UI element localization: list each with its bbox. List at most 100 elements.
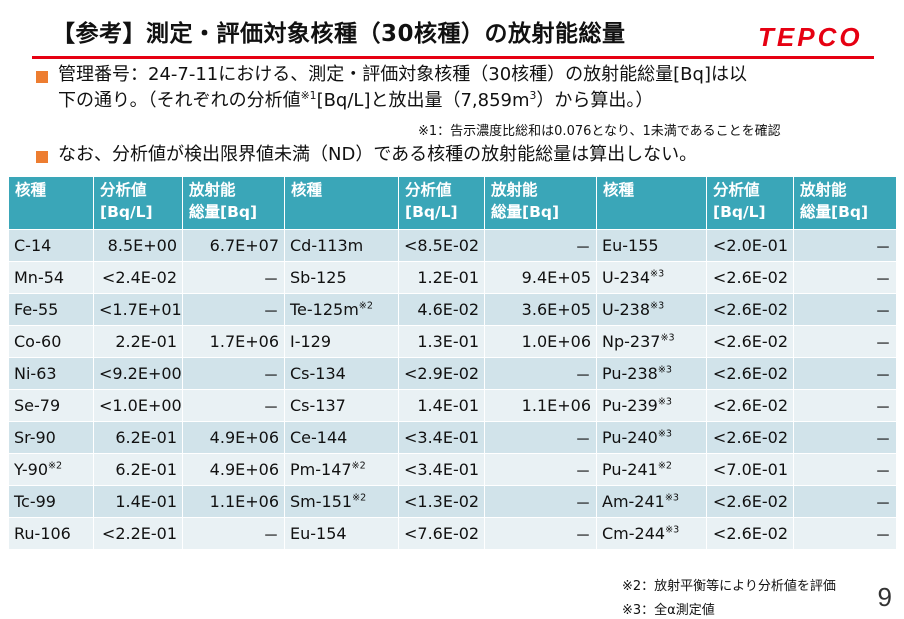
- title-divider: [32, 56, 874, 59]
- footnote-ref: ※3: [664, 492, 679, 504]
- nuclide-name-cell: Pu-241※2: [596, 453, 707, 486]
- nuclide-name: U-234: [602, 268, 651, 287]
- analysis-value-cell: <2.4E-02: [93, 261, 183, 294]
- nuclide-name-cell: Eu-155: [596, 229, 707, 262]
- table-row: Y-90※2 6.2E-01 4.9E+06 Pm-147※2 <3.4E-01 － Pu-…: [8, 453, 897, 486]
- analysis-value-cell: 1.4E-01: [93, 485, 183, 518]
- total-activity-cell: －: [182, 293, 285, 326]
- nuclide-name-cell: Te-125m※2: [284, 293, 399, 326]
- total-activity-cell: －: [484, 485, 597, 518]
- table-header-row: 核種 分析値 [Bq/L] 放射能 総量[Bq] 核種 分析値 [Bq/L] 放射能 総量…: [8, 176, 897, 230]
- total-activity-cell: 9.4E+05: [484, 261, 597, 294]
- nuclide-name: Cs-137: [290, 396, 346, 415]
- column-header: 放射能 総量[Bq]: [484, 176, 597, 230]
- footnote-ref: ※3: [657, 364, 672, 376]
- table-row: Mn-54 <2.4E-02 － Sb-125 1.2E-01 9.4E+05 U-234※…: [8, 261, 897, 294]
- nuclide-name: Pu-238: [602, 364, 658, 383]
- column-header: 核種: [284, 176, 399, 230]
- analysis-value-cell: <2.0E-01: [706, 229, 794, 262]
- nuclide-name: Ce-144: [290, 428, 348, 447]
- nuclide-name-cell: Ru-106: [8, 517, 94, 550]
- nuclide-name: Sm-151: [290, 492, 353, 511]
- analysis-value-cell: <1.3E-02: [398, 485, 485, 518]
- table-row: Fe-55 <1.7E+01 － Te-125m※2 4.6E-02 3.6E+05 U-2…: [8, 293, 897, 326]
- nuclide-name-cell: Cm-244※3: [596, 517, 707, 550]
- nuclide-name-cell: Ce-144: [284, 421, 399, 454]
- analysis-value-cell: <7.6E-02: [398, 517, 485, 550]
- analysis-value-cell: <2.6E-02: [706, 261, 794, 294]
- analysis-value-cell: <1.7E+01: [93, 293, 183, 326]
- table-row: Ru-106 <2.2E-01 － Eu-154 <7.6E-02 － Cm-244※3 <2…: [8, 517, 897, 550]
- nuclide-name-cell: C-14: [8, 229, 94, 262]
- total-activity-cell: 1.1E+06: [484, 389, 597, 422]
- column-header: 核種: [596, 176, 707, 230]
- nuclide-name-cell: I-129: [284, 325, 399, 358]
- analysis-value-cell: <2.6E-02: [706, 293, 794, 326]
- analysis-value-cell: 8.5E+00: [93, 229, 183, 262]
- bullet-marker: [36, 151, 48, 163]
- bullet-paragraph-1: 管理番号：24-7-11における、測定・評価対象核種（30核種）の放射能総量[B…: [58, 62, 880, 114]
- nuclide-name-cell: Pm-147※2: [284, 453, 399, 486]
- nuclide-name: Y-90: [14, 460, 49, 479]
- page-number: 9: [877, 582, 892, 612]
- nuclide-name-cell: Co-60: [8, 325, 94, 358]
- nuclide-name-cell: Sb-125: [284, 261, 399, 294]
- footnote-ref: ※2: [358, 300, 373, 312]
- nuclide-name-cell: Sm-151※2: [284, 485, 399, 518]
- footnote-ref: ※3: [657, 428, 672, 440]
- analysis-value-cell: <2.6E-02: [706, 517, 794, 550]
- column-header: 放射能 総量[Bq]: [182, 176, 285, 230]
- nuclide-name-cell: Fe-55: [8, 293, 94, 326]
- nuclide-name: Eu-155: [602, 236, 659, 255]
- nuclide-name: Sr-90: [14, 428, 56, 447]
- analysis-value-cell: 6.2E-01: [93, 421, 183, 454]
- nuclide-name-cell: Np-237※3: [596, 325, 707, 358]
- total-activity-cell: －: [793, 389, 897, 422]
- analysis-value-cell: <2.9E-02: [398, 357, 485, 390]
- nuclide-name-cell: U-238※3: [596, 293, 707, 326]
- analysis-value-cell: <3.4E-01: [398, 421, 485, 454]
- bullet-1-line2b: [Bq/L]と放出量（7,859m: [316, 90, 530, 111]
- total-activity-cell: 4.9E+06: [182, 421, 285, 454]
- total-activity-cell: －: [793, 421, 897, 454]
- nuclide-name: I-129: [290, 332, 332, 351]
- total-activity-cell: －: [793, 229, 897, 262]
- nuclide-name: Sb-125: [290, 268, 347, 287]
- analysis-value-cell: <2.6E-02: [706, 421, 794, 454]
- footnote-2: ※2：放射平衡等により分析値を評価: [622, 579, 836, 594]
- total-activity-cell: 1.7E+06: [182, 325, 285, 358]
- table-row: Se-79 <1.0E+00 － Cs-137 1.4E-01 1.1E+06 Pu-239…: [8, 389, 897, 422]
- nuclide-name: Np-237: [602, 332, 661, 351]
- analysis-value-cell: <9.2E+00: [93, 357, 183, 390]
- total-activity-cell: 1.1E+06: [182, 485, 285, 518]
- column-header: 分析値 [Bq/L]: [706, 176, 794, 230]
- table-row: Sr-90 6.2E-01 4.9E+06 Ce-144 <3.4E-01 － Pu-240…: [8, 421, 897, 454]
- total-activity-cell: －: [182, 389, 285, 422]
- nuclide-name-cell: Tc-99: [8, 485, 94, 518]
- cubic-superscript: 3: [529, 89, 537, 102]
- nuclide-name: Cd-113m: [290, 236, 364, 255]
- nuclide-name: Te-125m: [290, 300, 359, 319]
- analysis-value-cell: <2.2E-01: [93, 517, 183, 550]
- total-activity-cell: －: [793, 453, 897, 486]
- footnote-ref: ※2: [352, 492, 367, 504]
- nuclide-name-cell: Am-241※3: [596, 485, 707, 518]
- analysis-value-cell: <2.6E-02: [706, 357, 794, 390]
- total-activity-cell: 3.6E+05: [484, 293, 597, 326]
- column-header: 分析値 [Bq/L]: [398, 176, 485, 230]
- footnote-ref: ※2: [657, 460, 672, 472]
- total-activity-cell: －: [484, 517, 597, 550]
- total-activity-cell: 4.9E+06: [182, 453, 285, 486]
- nuclide-name-cell: U-234※3: [596, 261, 707, 294]
- total-activity-cell: －: [793, 485, 897, 518]
- nuclide-name: Cm-244: [602, 524, 666, 543]
- page-title: 【参考】測定・評価対象核種（30核種）の放射能総量: [52, 21, 626, 47]
- footnote-ref: ※3: [665, 524, 680, 536]
- total-activity-cell: －: [793, 325, 897, 358]
- nuclide-name: Pm-147: [290, 460, 352, 479]
- nuclide-name: Mn-54: [14, 268, 65, 287]
- bullet-1-line1: 管理番号：24-7-11における、測定・評価対象核種（30核種）の放射能総量[B…: [58, 64, 747, 85]
- nuclide-name-cell: Eu-154: [284, 517, 399, 550]
- table-row: Tc-99 1.4E-01 1.1E+06 Sm-151※2 <1.3E-02 － Am-2…: [8, 485, 897, 518]
- total-activity-cell: －: [793, 357, 897, 390]
